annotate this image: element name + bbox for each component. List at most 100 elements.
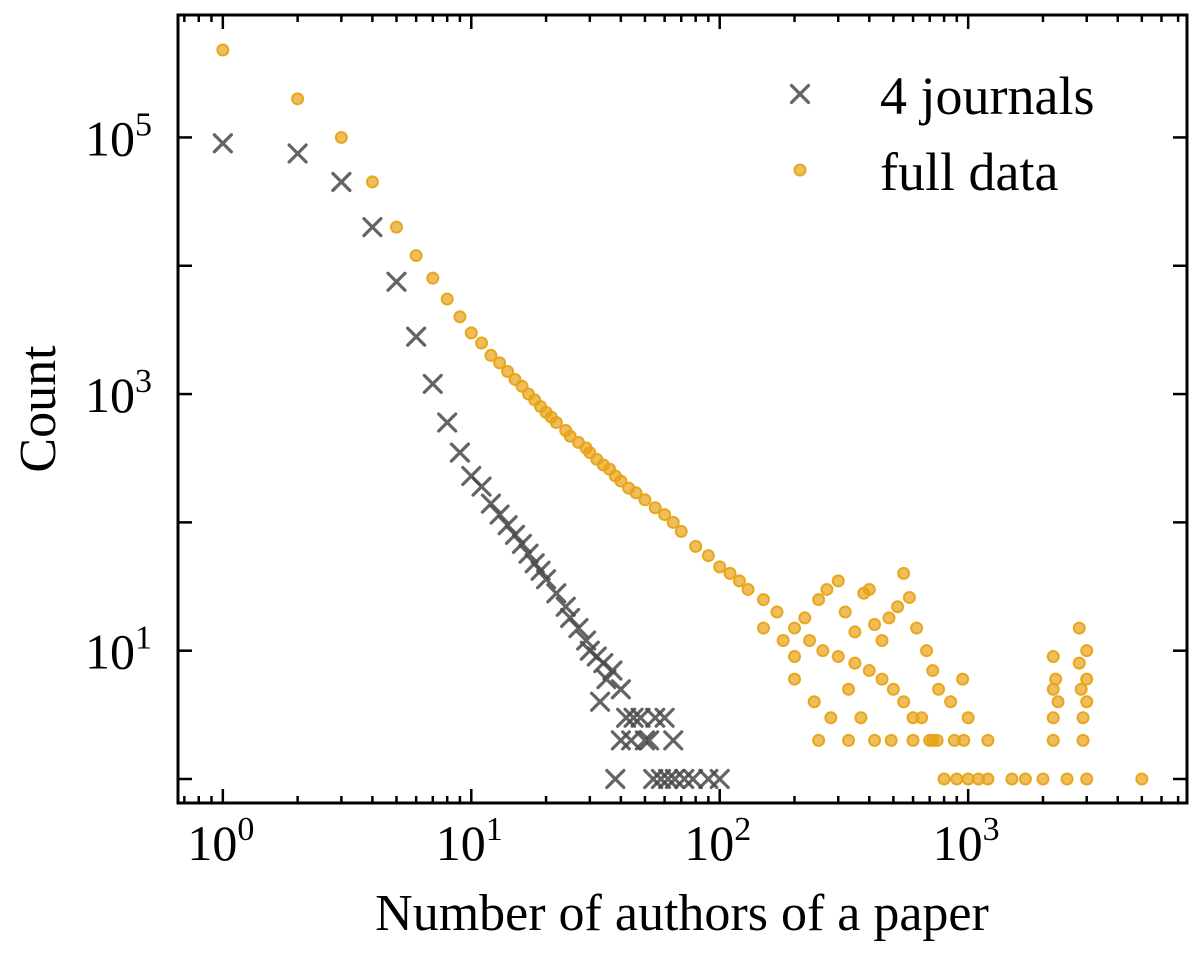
data-point (882, 611, 896, 625)
data-point (868, 617, 882, 631)
data-point (212, 133, 233, 154)
data-point (831, 650, 845, 664)
data-point (926, 733, 940, 747)
data-point (812, 593, 826, 607)
data-point (937, 772, 951, 786)
y-tick-label: 101 (85, 620, 152, 680)
data-point (484, 348, 498, 362)
data-point (741, 582, 755, 596)
data-point (950, 772, 964, 786)
x-tick-label: 100 (187, 811, 254, 871)
x-tick-label: 101 (436, 811, 503, 871)
data-point (862, 664, 876, 678)
data-point (440, 292, 454, 306)
series-4-journals (212, 133, 730, 790)
data-point (406, 326, 427, 347)
data-point (788, 621, 802, 635)
data-point (674, 768, 695, 790)
x-tick-label: 102 (684, 811, 751, 871)
plot-frame (176, 13, 1189, 805)
data-point (658, 768, 679, 790)
data-point (891, 600, 905, 614)
data-point (629, 486, 643, 500)
data-point (1080, 644, 1094, 658)
data-point (1049, 672, 1063, 686)
data-point (475, 336, 489, 350)
data-point (981, 772, 995, 786)
x-axis-label: Number of authors of a paper (375, 885, 989, 942)
data-point (648, 501, 662, 515)
data-point (1046, 711, 1060, 725)
data-point (663, 730, 684, 751)
legend-entry: full data (793, 142, 1058, 202)
data-point (944, 695, 958, 709)
data-point (480, 493, 502, 514)
data-point (464, 326, 478, 340)
data-point (437, 412, 458, 433)
data-point (639, 730, 660, 751)
data-point (926, 664, 940, 678)
data-point (518, 543, 539, 564)
data-point (546, 583, 567, 604)
data-point (643, 768, 664, 790)
data-point (658, 508, 672, 522)
data-point (824, 711, 838, 725)
data-point (957, 733, 971, 747)
data-point (756, 593, 770, 607)
data-point (884, 733, 898, 747)
data-point (1046, 733, 1060, 747)
data-point (788, 672, 802, 686)
y-tick-label: 103 (85, 363, 152, 423)
data-point (1060, 772, 1074, 786)
data-point (654, 707, 675, 728)
data-point (362, 217, 383, 238)
data-point (386, 271, 407, 292)
data-point (816, 644, 830, 658)
data-point (621, 730, 642, 751)
data-point (915, 711, 929, 725)
data-point (1072, 656, 1086, 670)
data-point (630, 707, 651, 728)
tick-label-layer: 100 101 102 103 101 103 105 (85, 106, 1000, 871)
data-point (709, 768, 730, 790)
data-point (501, 364, 515, 378)
data-point (756, 621, 770, 635)
data-point (848, 625, 862, 639)
data-point (453, 310, 467, 324)
data-point (886, 682, 900, 696)
data-point (897, 695, 911, 709)
data-point (1036, 772, 1050, 786)
data-point (1080, 695, 1094, 709)
data-point (596, 669, 617, 690)
data-point (493, 356, 507, 370)
data-point (365, 175, 379, 189)
data-point (568, 617, 589, 639)
data-point (701, 549, 715, 563)
data-point (723, 566, 737, 580)
data-point (334, 130, 348, 144)
data-point (638, 493, 652, 507)
data-point (956, 672, 970, 686)
data-point (1046, 650, 1060, 664)
data-point (576, 630, 597, 651)
data-point (713, 560, 727, 574)
data-point (555, 596, 576, 617)
series-full-data (216, 43, 1149, 786)
data-point (291, 92, 305, 106)
data-point (682, 768, 704, 790)
data-point (422, 373, 443, 395)
data-point (920, 644, 934, 658)
data-point (862, 582, 876, 596)
data-point (875, 672, 889, 686)
data-point (831, 574, 845, 588)
data-point (1074, 682, 1088, 696)
data-point (287, 143, 308, 164)
data-point (650, 768, 672, 790)
data-point (868, 733, 882, 747)
data-point (471, 476, 492, 497)
data-point (820, 582, 834, 596)
data-point (897, 566, 911, 580)
data-point (1005, 772, 1019, 786)
data-point (1076, 711, 1090, 725)
